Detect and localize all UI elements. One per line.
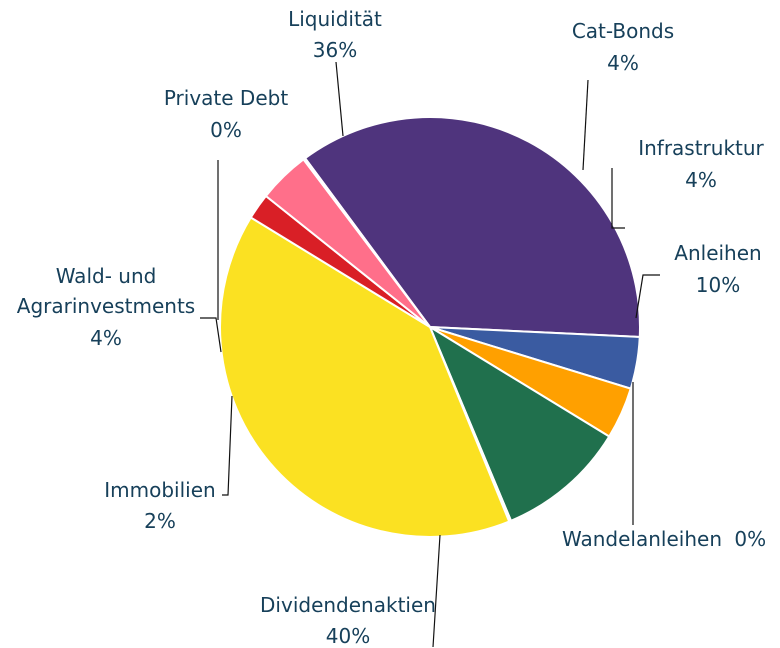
value-infrastruktur: 4% — [685, 168, 717, 192]
value-immobilien: 2% — [144, 509, 176, 533]
label-wald-agrar-line2: Agrarinvestments — [17, 294, 195, 318]
value-private-debt: 0% — [210, 118, 242, 142]
label-liquiditaet: Liquidität — [288, 7, 382, 31]
label-cat-bonds: Cat-Bonds — [572, 19, 674, 43]
label-private-debt: Private Debt — [164, 86, 288, 110]
label-wandelanleihen-name: Wandelanleihen — [562, 527, 722, 551]
label-immobilien: Immobilien — [104, 478, 215, 502]
leader-lines — [200, 61, 660, 648]
leader-line — [432, 534, 441, 648]
leader-line — [200, 317, 222, 353]
label-wandelanleihen: Wandelanleihen 0% — [562, 527, 766, 551]
label-infrastruktur: Infrastruktur — [638, 136, 764, 160]
pie-slice-anleihen — [427, 324, 611, 523]
leader-line — [611, 168, 625, 229]
leader-line — [582, 79, 589, 171]
pie-slice-private-debt — [302, 156, 431, 328]
leader-line — [635, 274, 660, 319]
value-liquiditaet: 36% — [313, 38, 357, 62]
pie-slice-liquidität — [303, 116, 641, 338]
value-anleihen: 10% — [696, 273, 740, 297]
label-anleihen: Anleihen — [674, 241, 761, 265]
label-wandelanleihen-value: 0% — [734, 527, 766, 551]
value-cat-bonds: 4% — [607, 51, 639, 75]
leader-line — [335, 61, 344, 137]
leader-line — [222, 395, 233, 496]
pie-slices — [219, 116, 641, 538]
value-dividendenaktien: 40% — [326, 624, 370, 648]
label-wald-agrar-line1: Wald- und — [56, 264, 157, 288]
label-dividendenaktien: Dividendenaktien — [260, 593, 436, 617]
value-wald-agrar: 4% — [90, 326, 122, 350]
